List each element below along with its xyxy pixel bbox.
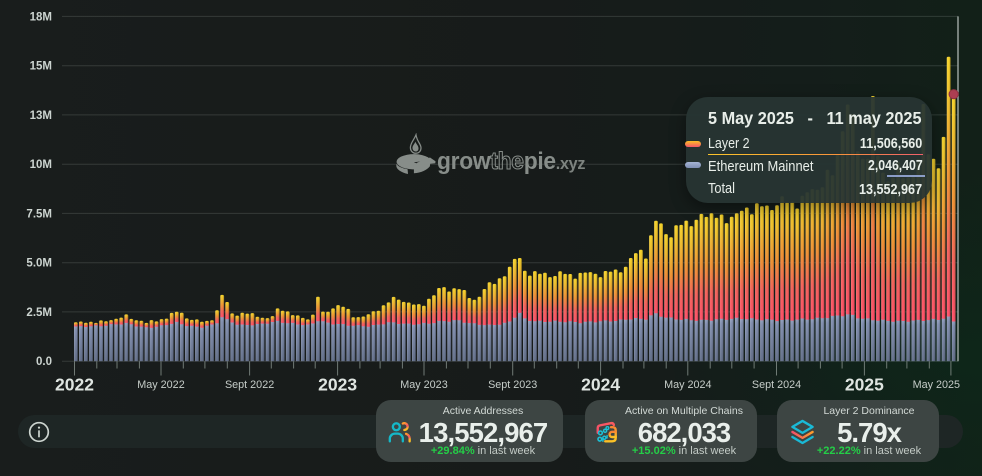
svg-text:2024: 2024: [581, 375, 620, 395]
svg-text:18M: 18M: [30, 11, 52, 23]
svg-text:Sept 2024: Sept 2024: [752, 379, 801, 391]
svg-text:0.0: 0.0: [36, 356, 52, 368]
svg-text:May 2025: May 2025: [913, 379, 960, 391]
svg-text:May 2022: May 2022: [137, 379, 184, 391]
svg-text:13M: 13M: [30, 110, 52, 122]
svg-text:7.5M: 7.5M: [26, 208, 52, 220]
svg-text:5.0M: 5.0M: [26, 258, 52, 270]
svg-text:Sept 2023: Sept 2023: [488, 379, 537, 391]
svg-text:May 2023: May 2023: [400, 379, 447, 391]
svg-text:2025: 2025: [845, 375, 884, 395]
svg-text:Sept 2022: Sept 2022: [225, 379, 274, 391]
svg-text:2.5M: 2.5M: [26, 307, 52, 319]
svg-text:10M: 10M: [30, 159, 52, 171]
svg-text:15M: 15M: [30, 61, 52, 73]
svg-text:2022: 2022: [55, 375, 94, 395]
svg-text:2023: 2023: [318, 375, 357, 395]
svg-text:May 2024: May 2024: [664, 379, 711, 391]
